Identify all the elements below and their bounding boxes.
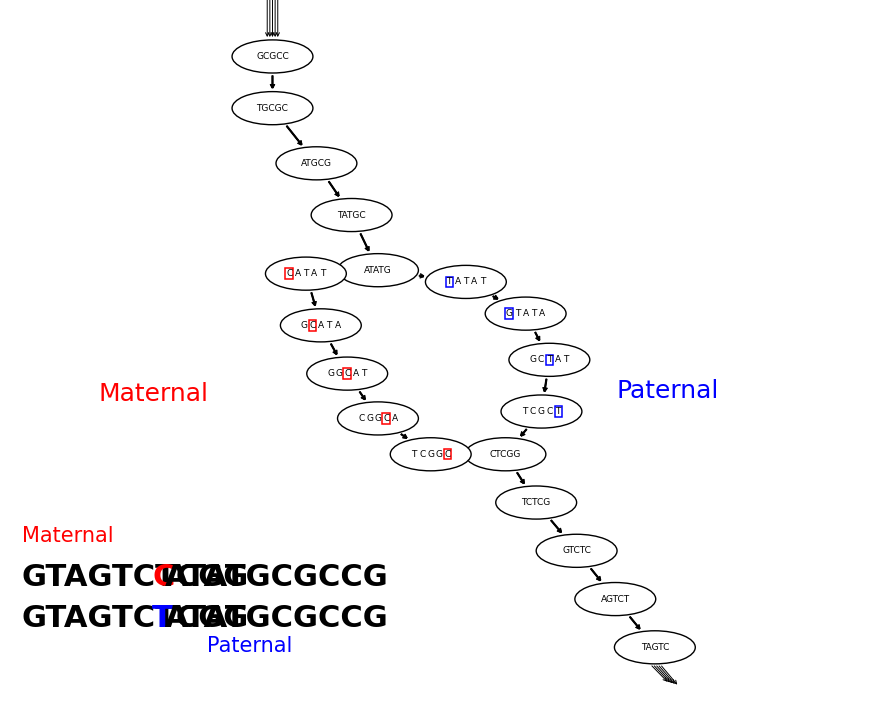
Text: G: G <box>537 407 544 416</box>
Ellipse shape <box>390 438 471 471</box>
Text: A: A <box>454 278 460 287</box>
Ellipse shape <box>500 395 581 428</box>
Text: ATATG: ATATG <box>363 266 392 275</box>
Text: A: A <box>522 309 528 318</box>
Text: G: G <box>435 450 442 459</box>
Text: A: A <box>318 321 323 330</box>
Text: G: G <box>335 369 342 378</box>
Text: G: G <box>327 369 334 378</box>
Text: GTAGTCTCGG: GTAGTCTCGG <box>22 604 249 633</box>
Text: A: A <box>554 355 560 365</box>
Text: T: T <box>546 355 551 365</box>
Text: AGTCT: AGTCT <box>600 595 630 603</box>
Ellipse shape <box>614 631 694 664</box>
Text: T: T <box>463 278 468 287</box>
Text: C: C <box>309 321 315 330</box>
Text: ATGCG: ATGCG <box>300 159 332 168</box>
Ellipse shape <box>276 147 356 180</box>
Text: GCGCC: GCGCC <box>255 52 289 61</box>
Ellipse shape <box>495 486 576 519</box>
Text: T: T <box>411 450 416 459</box>
Text: Paternal: Paternal <box>206 636 291 656</box>
Text: C: C <box>343 369 350 378</box>
Text: TAGTC: TAGTC <box>640 643 668 652</box>
Ellipse shape <box>536 535 616 567</box>
Text: ATATGCGCCG: ATATGCGCCG <box>165 604 388 633</box>
Ellipse shape <box>265 257 346 290</box>
Text: T: T <box>530 309 536 318</box>
Text: G: G <box>529 355 536 365</box>
Ellipse shape <box>337 253 418 287</box>
Text: G: G <box>366 414 372 423</box>
Ellipse shape <box>508 343 589 377</box>
Text: T: T <box>563 355 568 365</box>
Text: GTCTC: GTCTC <box>562 547 590 555</box>
Text: Paternal: Paternal <box>616 379 718 403</box>
Text: C: C <box>285 269 292 278</box>
Text: G: G <box>505 309 512 318</box>
Text: G: G <box>374 414 381 423</box>
Text: C: C <box>152 562 174 591</box>
Text: T: T <box>479 278 485 287</box>
Text: A: A <box>352 369 358 378</box>
Text: A: A <box>471 278 477 287</box>
Text: ATATGCGCCG: ATATGCGCCG <box>165 562 388 591</box>
Ellipse shape <box>311 198 392 232</box>
Text: A: A <box>311 269 317 278</box>
Text: G: G <box>300 321 307 330</box>
Text: TCTCG: TCTCG <box>521 498 551 507</box>
Text: G: G <box>427 450 434 459</box>
Ellipse shape <box>232 40 313 73</box>
Text: T: T <box>361 369 366 378</box>
Text: Maternal: Maternal <box>22 525 113 546</box>
Text: T: T <box>320 269 325 278</box>
Text: A: A <box>539 309 544 318</box>
Ellipse shape <box>280 309 361 342</box>
Text: A: A <box>294 269 300 278</box>
Text: A: A <box>335 321 340 330</box>
Ellipse shape <box>464 438 545 471</box>
Text: T: T <box>152 604 173 633</box>
Text: T: T <box>326 321 332 330</box>
Text: TATGC: TATGC <box>337 210 365 219</box>
Text: T: T <box>555 407 560 416</box>
Ellipse shape <box>306 357 387 390</box>
Text: TGCGC: TGCGC <box>256 103 288 113</box>
Text: C: C <box>383 414 389 423</box>
Text: Maternal: Maternal <box>98 382 209 406</box>
Ellipse shape <box>574 583 655 616</box>
Text: C: C <box>537 355 543 365</box>
Text: C: C <box>357 414 364 423</box>
Text: T: T <box>446 278 451 287</box>
Text: T: T <box>303 269 308 278</box>
Text: A: A <box>392 414 397 423</box>
Text: C: C <box>529 407 536 416</box>
Text: T: T <box>514 309 520 318</box>
Text: GTAGTCTCGG: GTAGTCTCGG <box>22 562 249 591</box>
Ellipse shape <box>425 266 506 299</box>
Text: C: C <box>443 450 450 459</box>
Text: T: T <box>522 407 527 416</box>
Text: CTCGG: CTCGG <box>489 450 521 459</box>
Text: C: C <box>546 407 552 416</box>
Text: C: C <box>419 450 425 459</box>
Ellipse shape <box>485 297 565 330</box>
Ellipse shape <box>232 91 313 125</box>
Ellipse shape <box>337 402 418 435</box>
